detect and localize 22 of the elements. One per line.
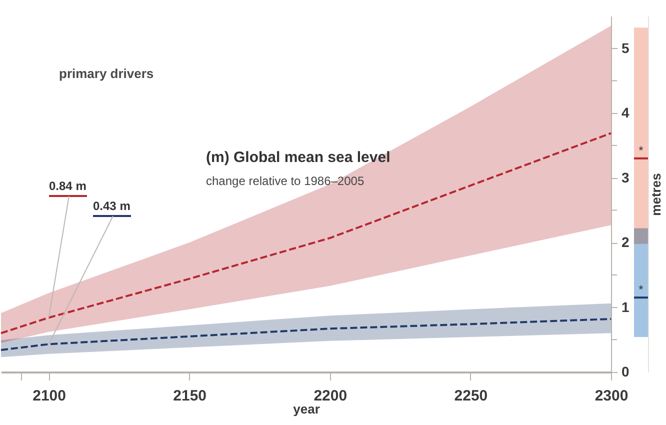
annotation: primary drivers bbox=[59, 66, 154, 81]
x-tick-label: 2100 bbox=[32, 388, 66, 404]
x-tick-label: 2250 bbox=[454, 388, 488, 404]
y-tick-label: 5 bbox=[622, 40, 630, 56]
x-tick-label: 2300 bbox=[594, 388, 628, 404]
y-tick-label: 0 bbox=[622, 364, 630, 380]
text: (m) Global mean sea level bbox=[206, 149, 390, 166]
x-tick-label: 2150 bbox=[173, 388, 207, 404]
x-axis-title: year bbox=[293, 402, 320, 416]
y-tick-label: 2 bbox=[622, 234, 630, 250]
annotation: 0.84 m bbox=[49, 179, 86, 193]
line-series bbox=[0, 318, 612, 351]
y-tick-label: 3 bbox=[622, 169, 630, 186]
annotation: 0.43 m bbox=[93, 199, 130, 213]
ref-line-label: * bbox=[638, 282, 644, 297]
ref-line-label: * bbox=[638, 143, 644, 158]
x-tick-label: 2200 bbox=[314, 388, 348, 404]
text: change relative to 1986–2005 bbox=[206, 174, 364, 188]
y-axis-title: metres bbox=[648, 173, 664, 216]
line-series bbox=[0, 132, 612, 334]
y-tick-label: 4 bbox=[622, 104, 630, 121]
y-tick-label: 1 bbox=[622, 298, 630, 315]
